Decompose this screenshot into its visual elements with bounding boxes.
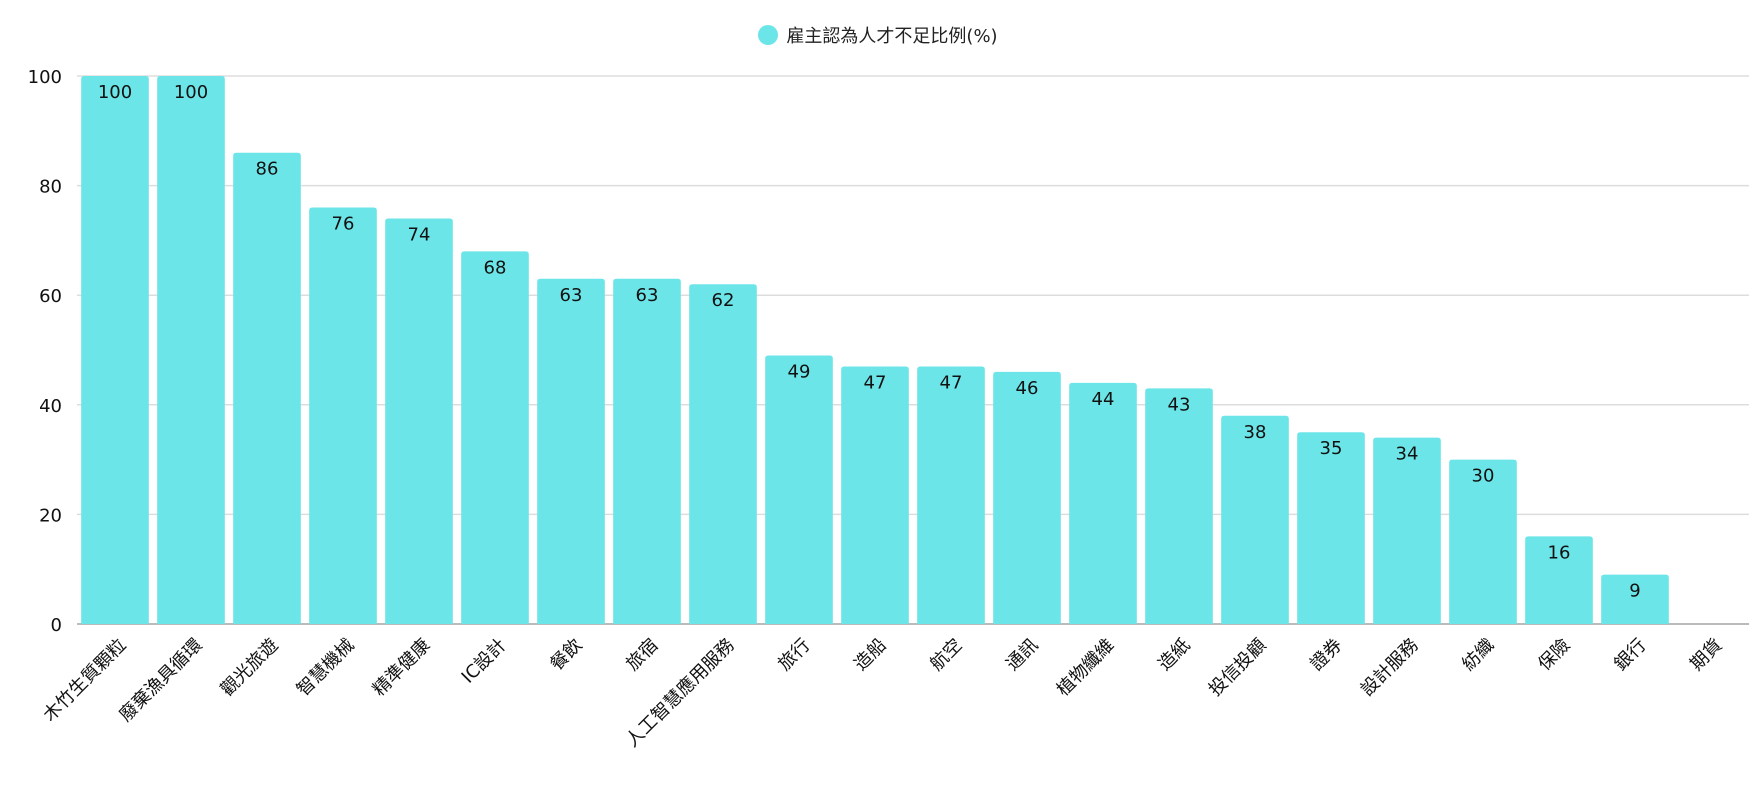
x-tick-label: 精準健康 [369,635,435,701]
x-tick-label: 植物纖維 [1053,635,1119,701]
x-tick-label: 銀行 [1610,635,1650,675]
data-label: 16 [1548,542,1571,563]
x-tick-label: 證券 [1306,635,1346,675]
data-label: 47 [940,372,963,393]
data-label: 100 [98,82,132,103]
x-tick-label: 紡織 [1458,635,1498,675]
data-label: 34 [1396,444,1419,465]
bar [1297,432,1365,624]
x-tick-label: 期貨 [1686,635,1726,675]
data-label: 63 [636,285,659,306]
data-label: 76 [332,214,355,235]
data-label: 49 [788,361,811,382]
bar [81,76,149,624]
y-tick-label: 60 [39,286,62,307]
bar [1601,574,1669,624]
data-label: 74 [408,224,431,245]
bar [537,278,605,624]
bar [233,152,301,624]
x-tick-label: 設計服務 [1357,635,1423,701]
x-tick-label: 旅行 [774,635,814,675]
data-label: 43 [1168,394,1191,415]
bar [613,278,681,624]
y-tick-label: 0 [51,615,62,636]
bar [841,366,909,624]
bar [385,218,453,625]
data-label: 62 [712,290,735,311]
bar [1373,437,1441,624]
y-tick-label: 20 [39,505,62,526]
bar [1525,536,1593,624]
x-tick-label: 旅宿 [622,635,662,675]
x-tick-label: 餐飲 [546,635,586,675]
x-tick-label: 通訊 [1002,635,1042,675]
data-label: 35 [1320,438,1343,459]
data-label: 44 [1092,389,1115,410]
bar [765,355,833,624]
x-tick-label: IC設計 [458,635,511,688]
data-label: 100 [174,82,208,103]
bar [1221,415,1289,624]
data-label: 46 [1016,378,1039,399]
x-tick-label: 投信投顧 [1205,635,1271,701]
data-label: 38 [1244,422,1267,443]
data-label: 9 [1629,581,1640,602]
data-label: 63 [560,285,583,306]
legend[interactable]: 雇主認為人才不足比例(%) [0,22,1756,48]
x-tick-label: 智慧機械 [293,635,359,701]
y-tick-label: 40 [39,396,62,417]
data-label: 30 [1472,466,1495,487]
y-tick-label: 80 [39,177,62,198]
bar [993,371,1061,624]
legend-label: 雇主認為人才不足比例(%) [786,26,998,47]
bar [1449,459,1517,624]
bar [1069,382,1137,624]
data-label: 68 [484,257,507,278]
x-tick-label: 觀光旅遊 [217,635,283,701]
y-tick-label: 100 [28,67,62,88]
bar [157,76,225,624]
data-label: 47 [864,372,887,393]
x-tick-label: 航空 [926,635,966,675]
x-tick-label: 造船 [850,635,890,675]
bar [689,284,757,624]
bar [309,207,377,624]
data-label: 86 [256,159,279,180]
x-tick-label: 保險 [1534,635,1574,675]
x-tick-label: 造紙 [1154,635,1194,675]
bar [1145,388,1213,624]
bar [461,251,529,625]
legend-marker-icon [758,25,779,45]
bar [917,366,985,624]
